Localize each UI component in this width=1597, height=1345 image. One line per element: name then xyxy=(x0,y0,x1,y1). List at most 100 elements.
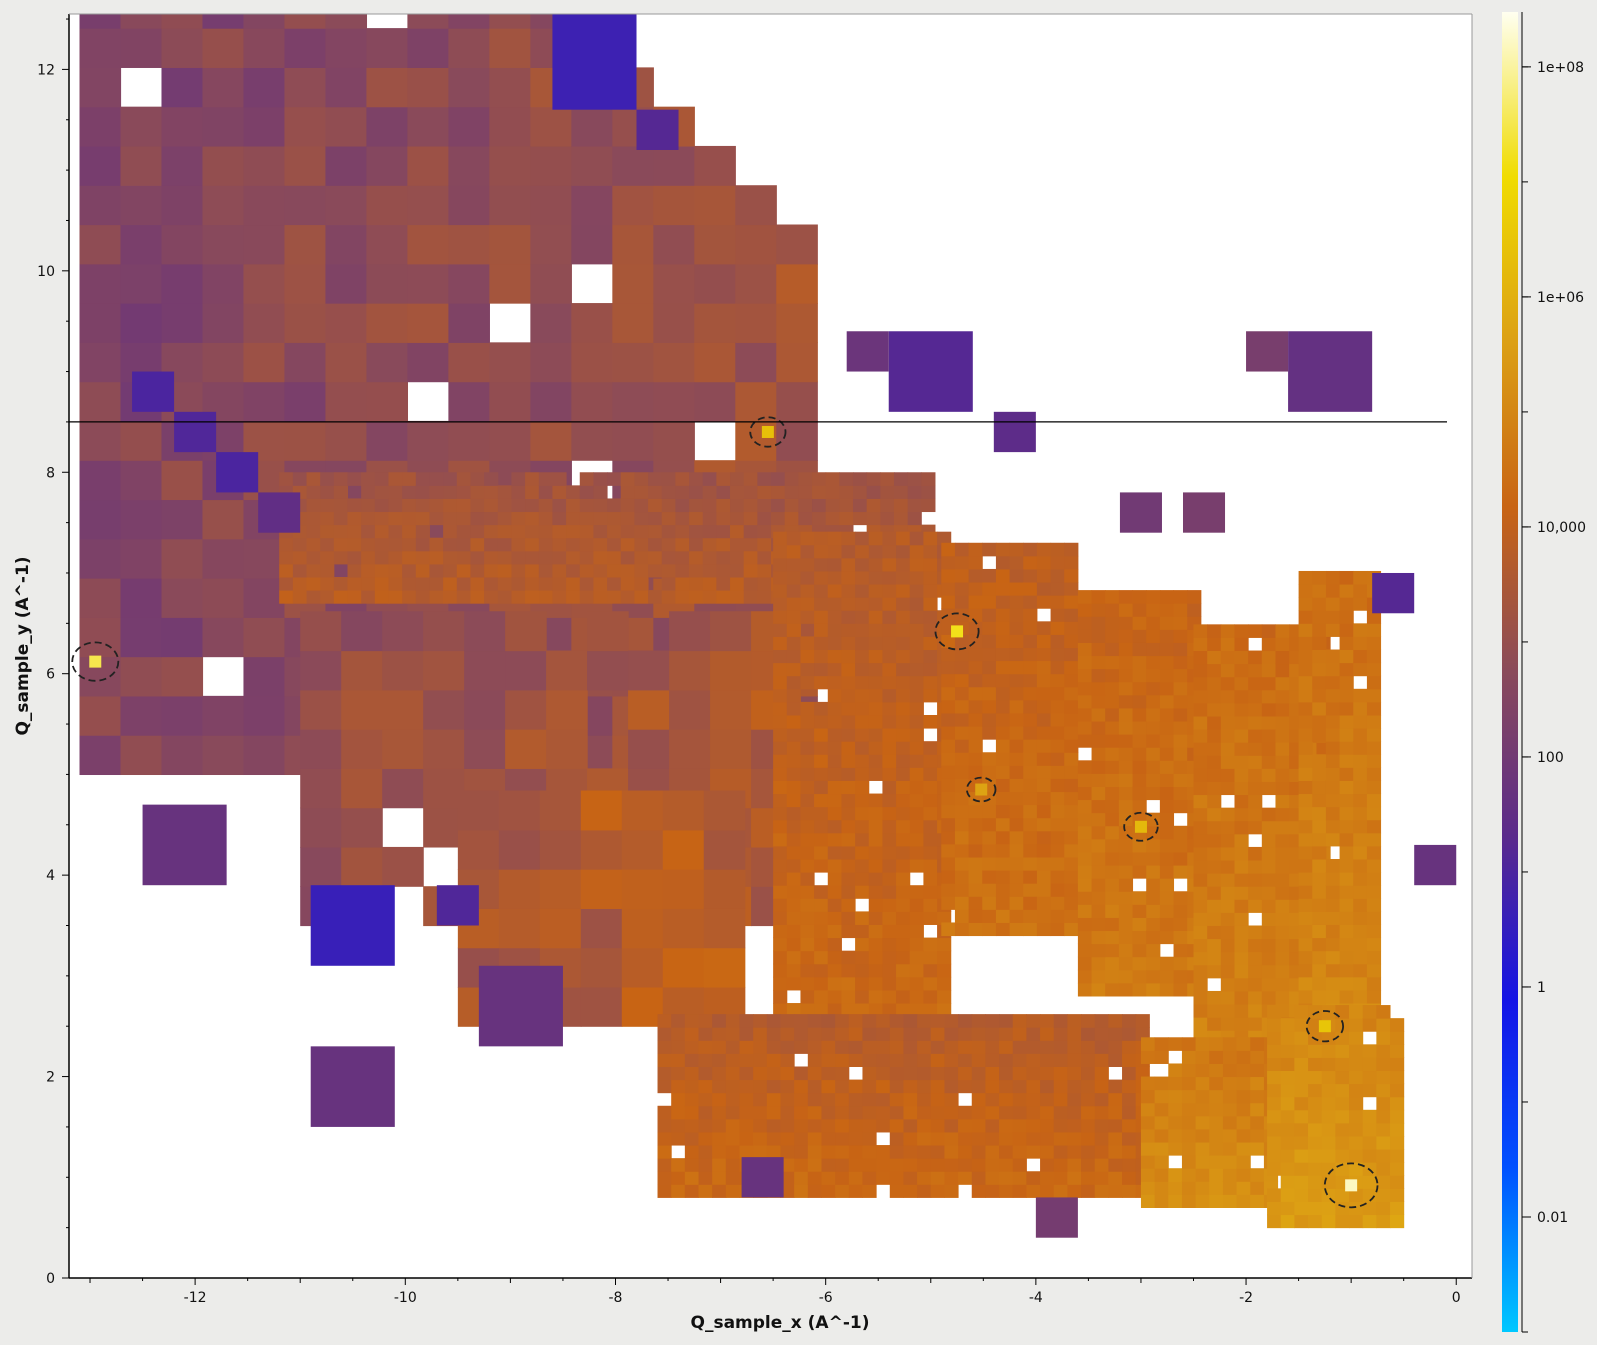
heatmap-cell xyxy=(786,570,801,585)
heatmap-cell xyxy=(1168,1142,1183,1156)
heatmap-cell xyxy=(161,735,204,776)
heatmap-cell xyxy=(999,1014,1014,1028)
heatmap-cell xyxy=(855,610,870,624)
heatmap-cell xyxy=(882,714,897,729)
peak-marker[interactable] xyxy=(1305,1010,1345,1043)
heatmap-cell xyxy=(703,908,746,949)
heatmap-cell xyxy=(985,1158,1000,1172)
heatmap-cell xyxy=(1009,647,1024,662)
heatmap-cell xyxy=(671,1027,686,1041)
heatmap-cell xyxy=(448,263,490,304)
heatmap-cell xyxy=(876,1053,891,1067)
heatmap-cell xyxy=(320,550,335,565)
heatmap-cell xyxy=(325,263,368,304)
heatmap-cell xyxy=(766,1066,781,1081)
heatmap-cell xyxy=(743,550,758,565)
heatmap-cell xyxy=(786,597,801,611)
heatmap-cell xyxy=(909,728,924,742)
heatmap-cell xyxy=(889,1066,904,1081)
heatmap-cell xyxy=(498,869,541,909)
heatmap-cell xyxy=(1353,806,1368,821)
heatmap-cell xyxy=(855,531,870,546)
heatmap-cell xyxy=(1312,728,1327,742)
heatmap-cell xyxy=(1154,1168,1169,1182)
heatmap-cell xyxy=(580,908,623,949)
peak-marker[interactable] xyxy=(1323,1162,1379,1209)
heatmap-cell xyxy=(634,498,649,513)
heatmap-cell xyxy=(1209,1128,1224,1143)
heatmap-cell xyxy=(484,498,499,513)
heatmap-cell xyxy=(1154,1194,1169,1208)
heatmap-cell xyxy=(1077,734,1093,748)
heatmap-cell xyxy=(1390,1096,1405,1111)
heatmap-cell xyxy=(1168,1076,1183,1091)
heatmap-cell xyxy=(1012,1066,1027,1081)
heatmap-cell xyxy=(1248,624,1263,638)
heatmap-cell xyxy=(1091,904,1106,918)
heatmap-cell xyxy=(800,924,815,939)
heatmap-cell xyxy=(1159,760,1175,774)
heatmap-cell xyxy=(814,675,829,690)
heatmap-cell xyxy=(1234,873,1249,887)
heatmap-cell xyxy=(1267,1201,1282,1216)
heatmap-cell xyxy=(1312,806,1327,821)
heatmap-cell xyxy=(402,577,417,591)
heatmap-cell xyxy=(807,1092,822,1107)
heatmap-cell xyxy=(814,793,829,808)
heatmap-cell xyxy=(1248,715,1263,730)
heatmap-cell xyxy=(841,806,856,821)
heatmap-cell xyxy=(868,544,883,559)
heatmap-cell xyxy=(773,701,788,716)
heatmap-cell xyxy=(1091,917,1106,932)
peak-marker[interactable] xyxy=(749,416,787,448)
heatmap-cell xyxy=(999,1158,1014,1172)
heatmap-cell xyxy=(982,752,997,766)
heatmap-cell xyxy=(982,726,997,740)
heatmap-cell xyxy=(780,1105,795,1120)
heatmap-cell xyxy=(896,898,911,912)
heatmap-cell xyxy=(388,563,403,578)
heatmap-cell xyxy=(968,712,983,727)
heatmap-cell xyxy=(798,498,813,513)
heatmap-cell xyxy=(202,342,245,383)
heatmap-cell xyxy=(712,1145,727,1159)
heatmap-cell xyxy=(852,498,868,513)
heatmap-cell xyxy=(786,1003,801,1017)
heatmap-cell xyxy=(1250,1128,1265,1143)
heatmap-cell xyxy=(827,832,842,847)
heatmap-cell xyxy=(1081,1171,1096,1185)
peak-marker[interactable] xyxy=(1123,811,1159,842)
heatmap-cell xyxy=(484,524,499,539)
heatmap-cell xyxy=(827,859,842,873)
heatmap-cell xyxy=(456,537,471,552)
heatmap-cell xyxy=(1009,817,1024,832)
heatmap-cell xyxy=(968,555,983,570)
heatmap-cell xyxy=(1036,765,1052,779)
heatmap-cell xyxy=(1280,1188,1295,1202)
heatmap-cell xyxy=(484,550,499,565)
heatmap-cell xyxy=(855,649,870,664)
heatmap-cell xyxy=(821,1092,836,1107)
heatmap-cell xyxy=(1294,1018,1309,1032)
heatmap-cell xyxy=(366,145,409,186)
heatmap-cell xyxy=(1193,964,1208,979)
heatmap-cell xyxy=(1012,1145,1027,1159)
heatmap-cell xyxy=(896,754,911,768)
peak-marker[interactable] xyxy=(934,612,980,651)
heatmap-cell xyxy=(1132,851,1147,866)
peak-marker[interactable] xyxy=(966,776,997,803)
heatmap-cell xyxy=(202,145,245,186)
heatmap-cell xyxy=(903,1158,918,1172)
heatmap-cell xyxy=(1353,570,1368,585)
heatmap-cell xyxy=(1140,1037,1156,1051)
colorbar[interactable] xyxy=(1502,12,1518,1332)
heatmap-cell xyxy=(653,420,695,461)
heatmap-cell xyxy=(1067,1014,1082,1028)
heatmap-cell xyxy=(1173,891,1188,905)
heatmap-cell xyxy=(1339,741,1354,755)
heatmap-cell xyxy=(1267,1031,1282,1045)
heatmap-cell xyxy=(407,420,449,461)
heatmap-cell xyxy=(306,550,321,565)
peak-marker[interactable] xyxy=(71,641,120,682)
